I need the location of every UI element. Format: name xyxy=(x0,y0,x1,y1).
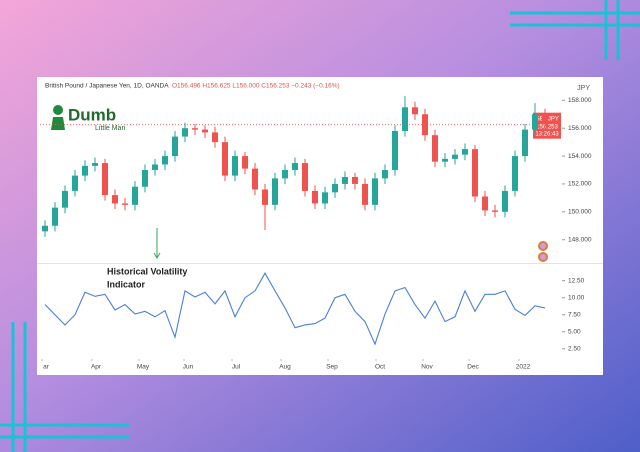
candle-body xyxy=(412,107,418,115)
candle-body xyxy=(442,158,448,162)
candle-body xyxy=(332,183,338,193)
candle-body xyxy=(142,170,148,187)
x-tick-label: Dec xyxy=(467,364,479,371)
candle-body xyxy=(312,190,318,204)
candle-body xyxy=(402,107,408,131)
candle-body xyxy=(112,195,118,204)
candle-body xyxy=(222,142,228,176)
y-tick-label: 10.00 xyxy=(568,294,585,301)
candle-body xyxy=(542,114,548,125)
candle-body xyxy=(82,165,88,176)
candle-body xyxy=(152,164,158,171)
y-tick-label: 7.50 xyxy=(568,311,581,318)
candle-body xyxy=(202,129,208,133)
annotation: Historical Volatility xyxy=(107,266,187,276)
candle-body xyxy=(272,178,278,205)
candle-body xyxy=(452,154,458,159)
x-tick-label: Oct xyxy=(375,364,385,371)
candle-body xyxy=(242,156,248,169)
ohlc-readout: O156.496 H156.625 L156.000 C156.253 −0.2… xyxy=(172,83,340,90)
candle-body xyxy=(392,130,398,171)
volatility-line xyxy=(44,272,546,346)
x-tick-label: Nov xyxy=(421,364,433,371)
y-tick-label: 156.000 xyxy=(568,125,592,132)
candle-body xyxy=(62,190,68,208)
logo-name: Dumb xyxy=(68,105,116,124)
chart-title: British Pound / Japanese Yen, 1D, OANDA xyxy=(45,83,169,90)
candle-body xyxy=(532,114,538,130)
candle-body xyxy=(482,196,488,211)
logo-tagline: Little Man xyxy=(95,125,125,132)
candle-body xyxy=(132,186,138,205)
y-tick-label: 152.000 xyxy=(568,181,592,188)
chart-panel xyxy=(37,77,603,375)
candle-body xyxy=(372,178,378,205)
x-tick-label: May xyxy=(137,364,150,371)
annotation: Indicator xyxy=(107,279,146,289)
candle-body xyxy=(292,163,298,171)
candle-body xyxy=(102,163,108,196)
candle-body xyxy=(302,163,308,191)
candle-body xyxy=(162,156,168,165)
x-tick-label: Jun xyxy=(183,364,194,371)
candle-body xyxy=(72,175,78,191)
arrow-annotation xyxy=(153,228,161,259)
candle-body xyxy=(492,210,498,212)
candle-body xyxy=(262,189,268,205)
x-tick-label: Aug xyxy=(279,364,291,371)
candle-body xyxy=(212,132,218,143)
candle-body xyxy=(352,176,358,184)
candle-body xyxy=(472,149,478,197)
y-tick-label: 150.000 xyxy=(568,209,592,216)
candle-body xyxy=(252,168,258,190)
candle-body xyxy=(42,225,48,232)
candle-body xyxy=(282,170,288,179)
y-tick-label: 5.00 xyxy=(568,329,581,336)
x-tick-label: 2022 xyxy=(516,364,531,371)
candle-body xyxy=(172,136,178,157)
candle-body xyxy=(192,128,198,130)
candle-body xyxy=(512,156,518,191)
candle-body xyxy=(362,183,368,205)
candle-body xyxy=(432,135,438,162)
countdown: 13:26:43 xyxy=(535,131,559,137)
candle-body xyxy=(52,207,58,226)
candle-body xyxy=(462,149,468,155)
currency: JPY xyxy=(577,85,590,92)
candle-body xyxy=(92,163,98,166)
y-tick-label: 2.50 xyxy=(568,346,581,353)
candle-body xyxy=(182,128,188,137)
candle-body xyxy=(422,114,428,136)
x-tick-label: Jul xyxy=(232,364,241,371)
x-tick-label: ar xyxy=(43,364,50,371)
last-price-label: 156.253 xyxy=(536,124,558,130)
candle-body xyxy=(122,203,128,205)
candle-body xyxy=(322,192,328,204)
y-tick-label: 158.000 xyxy=(568,97,592,104)
candle-body xyxy=(502,190,508,212)
candle-body xyxy=(522,129,528,157)
candle-body xyxy=(232,156,238,176)
badge-icons xyxy=(538,241,548,262)
logo: Dumb Little Man xyxy=(51,105,125,132)
candle-body xyxy=(342,176,348,184)
y-tick-label: 12.50 xyxy=(568,277,585,284)
y-tick-label: 148.000 xyxy=(568,236,592,243)
candle-body xyxy=(382,170,388,179)
x-tick-label: Sep xyxy=(326,364,338,371)
y-tick-label: 154.000 xyxy=(568,153,592,160)
x-tick-label: Apr xyxy=(91,364,102,371)
